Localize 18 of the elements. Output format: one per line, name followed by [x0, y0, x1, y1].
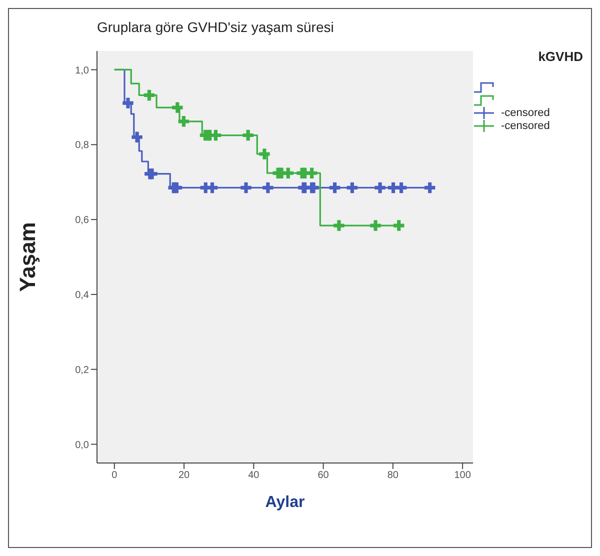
legend-label: -censored: [501, 120, 550, 132]
y-tick-label: 0,8: [75, 140, 90, 152]
x-tick-label: 20: [178, 470, 190, 482]
x-tick-label: 80: [387, 470, 399, 482]
y-tick-label: 0,2: [75, 364, 90, 376]
y-tick-label: 0,6: [75, 215, 90, 226]
x-tick-label: 40: [248, 470, 260, 482]
y-axis-title: Yaşam: [14, 222, 40, 292]
legend-label: -censored: [501, 106, 550, 118]
x-tick-label: 100: [454, 470, 472, 482]
y-tick-label: 1,0: [75, 65, 90, 76]
legend-title: kGVHD: [537, 49, 583, 64]
x-tick-label: 0: [112, 470, 118, 482]
chart-title: Gruplara göre GVHD'siz yaşam süresi: [97, 19, 334, 35]
x-axis-title: Aylar: [265, 494, 305, 511]
x-tick-label: 60: [318, 470, 330, 482]
y-tick-label: 0,0: [75, 440, 90, 451]
y-tick-label: 0,4: [75, 290, 90, 302]
